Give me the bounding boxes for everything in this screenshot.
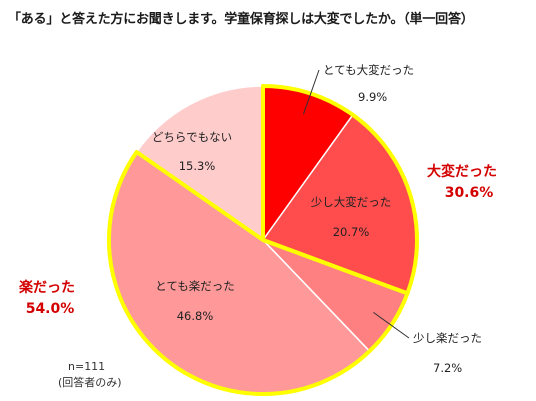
chart-title: 「ある」と答えた方にお聞きします。学童保育探しは大変でしたか。（単一回答） [8, 12, 474, 27]
leader-lines [302, 69, 410, 339]
slice-value-somewhat-hard: 20.7% [333, 225, 370, 239]
slice-label-somewhat-easy: 少し楽だった [413, 331, 482, 345]
slice-value-neither: 15.3% [179, 159, 216, 173]
slice-label-somewhat-hard: 少し大変だった [311, 195, 392, 209]
group-outline-easy [106, 149, 410, 396]
group-label-hard: 大変だった [427, 163, 497, 180]
slice-value-very-easy: 46.8% [177, 309, 214, 323]
group-outlines [106, 84, 419, 396]
slice-labels: とても大変だった 9.9% 少し大変だった 20.7% 少し楽だった 7.2% とても楽だっ… [152, 63, 482, 375]
group-outline-hard [261, 84, 419, 296]
slice-label-very-hard: とても大変だった [323, 63, 414, 77]
group-labels: 大変だった 30.6% 楽だった 54.0% [18, 163, 497, 317]
group-value-hard: 30.6% [445, 185, 494, 201]
slice-label-very-easy: とても楽だった [155, 279, 235, 293]
slice-value-very-hard: 9.9% [358, 90, 387, 104]
group-value-easy: 54.0% [26, 301, 75, 317]
leader-line-very-hard [302, 69, 320, 115]
slice-value-somewhat-easy: 7.2% [433, 361, 462, 375]
slice-label-neither: どちらでもない [152, 130, 232, 144]
pie-slices [108, 85, 418, 395]
sample-size-note: n=111 [68, 360, 105, 373]
pie-slice-neither [135, 85, 264, 242]
group-label-easy: 楽だった [18, 279, 75, 296]
leader-line-somewhat-easy [373, 311, 410, 339]
respondents-note: (回答者のみ) [58, 375, 122, 389]
